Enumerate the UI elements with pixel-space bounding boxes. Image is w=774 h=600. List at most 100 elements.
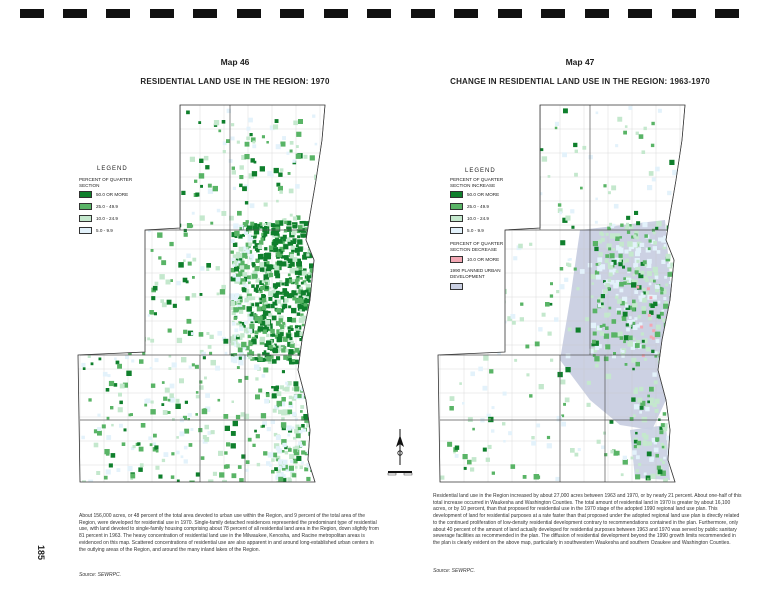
residential-cell [279,280,283,284]
residential-cell [198,121,202,124]
residential-cell [288,448,292,452]
residential-cell [234,260,238,264]
residential-cell [609,269,615,275]
residential-cell [259,290,263,294]
residential-cell [115,155,119,160]
residential-cell [281,477,287,482]
residential-cell [231,166,235,170]
residential-cell [663,456,666,460]
legend-item: 5.0 - 9.9 [79,226,128,235]
residential-cell [609,222,613,226]
residential-cell [136,322,140,326]
registration-mark [20,9,44,18]
residential-cell [157,232,163,238]
residential-cell [168,354,172,358]
residential-cell [616,310,621,315]
residential-cell [640,332,644,336]
residential-cell [223,338,229,344]
residential-cell [268,272,274,278]
residential-cell [644,291,649,296]
residential-cell [517,119,521,122]
residential-cell [121,442,126,446]
residential-cell [615,293,619,297]
residential-cell [282,459,288,465]
residential-cell [632,273,635,277]
residential-cell [619,259,622,263]
residential-cell [641,293,646,297]
residential-cell [186,110,190,115]
residential-cell [639,242,645,248]
residential-cell [662,423,668,429]
residential-cell [286,383,291,388]
residential-cell [636,259,640,263]
residential-cell [304,221,310,227]
residential-cell [137,149,140,152]
residential-cell [302,268,307,273]
residential-cell [562,152,567,158]
residential-cell [288,305,292,309]
residential-cell [106,416,110,420]
residential-cell [242,252,248,258]
residential-cell [258,356,263,362]
residential-cell [630,345,635,350]
residential-cell [459,382,462,385]
residential-cell [202,356,206,360]
left-caption: About 156,000 acres, or 48 percent of th… [79,513,379,553]
residential-cell [140,271,146,276]
residential-cell [645,278,649,283]
residential-cell [470,467,475,472]
residential-cell [626,327,630,332]
residential-cell [278,248,282,253]
residential-cell [263,451,268,456]
residential-cell [513,256,518,261]
residential-cell [653,301,658,307]
residential-cell [655,288,660,293]
residential-cell [181,357,187,363]
residential-cell [171,362,177,368]
residential-cell [632,450,637,455]
residential-cell [628,324,632,328]
residential-cell [299,309,302,312]
residential-cell [636,440,642,446]
residential-cell [615,144,619,148]
residential-cell [90,145,96,151]
residential-cell [248,341,253,347]
right-caption: Residential land use in the Region incre… [433,493,742,546]
residential-cell [231,322,236,326]
residential-cell [607,287,611,290]
residential-cell [187,418,190,421]
residential-cell [120,136,126,142]
residential-cell [639,405,644,410]
residential-cell [284,386,290,392]
residential-cell [279,291,283,295]
residential-cell [295,244,299,248]
residential-cell [265,281,268,285]
residential-cell [290,261,295,267]
residential-cell [453,450,456,454]
residential-cell [257,319,262,324]
residential-cell [294,299,300,304]
residential-cell [200,184,203,188]
residential-cell [264,398,270,404]
residential-cell [294,325,298,329]
residential-cell [478,280,484,286]
residential-cell [590,274,596,280]
residential-cell [592,347,598,353]
residential-cell [287,239,292,245]
residential-cell [297,426,301,431]
residential-cell [181,190,186,195]
residential-cell [224,425,230,431]
residential-cell [221,211,227,216]
residential-cell [647,400,650,404]
residential-cell [652,231,656,235]
residential-cell [656,465,661,470]
residential-cell [167,121,171,125]
residential-cell [153,433,157,438]
residential-cell [288,355,292,359]
residential-cell [440,475,445,480]
residential-cell [307,279,311,283]
residential-cell [292,296,297,301]
registration-mark [193,9,217,18]
residential-cell [582,145,587,150]
residential-cell [272,452,278,458]
